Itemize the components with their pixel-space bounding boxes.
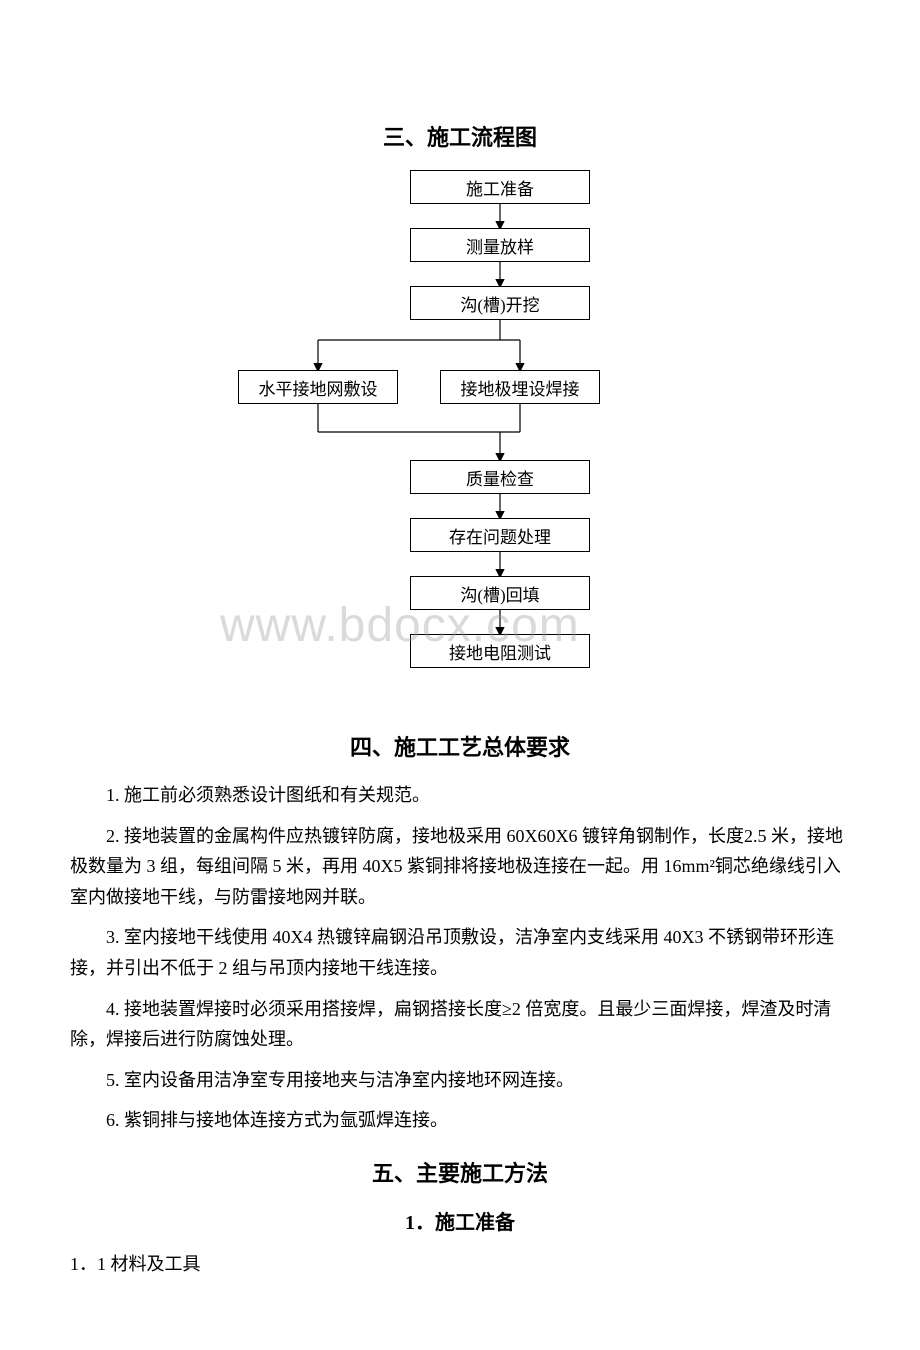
flow-node-prep: 施工准备 — [410, 170, 590, 204]
flow-node-electrode: 接地极埋设焊接 — [440, 370, 600, 404]
para-4-4: 4. 接地装置焊接时必须采用搭接焊，扁钢搭接长度≥2 倍宽度。且最少三面焊接，焊… — [70, 994, 850, 1055]
para-4-2: 2. 接地装置的金属构件应热镀锌防腐，接地极采用 60X60X6 镀锌角钢制作，… — [70, 821, 850, 913]
flow-node-hground: 水平接地网敷设 — [238, 370, 398, 404]
para-4-3: 3. 室内接地干线使用 40X4 热镀锌扁钢沿吊顶敷设，洁净室内支线采用 40X… — [70, 922, 850, 983]
para-4-6: 6. 紫铜排与接地体连接方式为氩弧焊连接。 — [70, 1105, 850, 1136]
flow-node-survey: 测量放样 — [410, 228, 590, 262]
section-4-heading: 四、施工工艺总体要求 — [70, 730, 850, 762]
para-4-1: 1. 施工前必须熟悉设计图纸和有关规范。 — [70, 780, 850, 811]
section-3-heading: 三、施工流程图 — [70, 120, 850, 152]
flow-node-trench: 沟(槽)开挖 — [410, 286, 590, 320]
para-4-5: 5. 室内设备用洁净室专用接地夹与洁净室内接地环网连接。 — [70, 1065, 850, 1096]
flow-node-issues: 存在问题处理 — [410, 518, 590, 552]
flow-node-backfill: 沟(槽)回填 — [410, 576, 590, 610]
section-5-1-heading: 1．施工准备 — [70, 1206, 850, 1235]
section-5-heading: 五、主要施工方法 — [70, 1156, 850, 1188]
para-5-1-1: 1．1 材料及工具 — [70, 1249, 850, 1280]
flow-node-resistance: 接地电阻测试 — [410, 634, 590, 668]
flowchart: 施工准备 测量放样 沟(槽)开挖 水平接地网敷设 接地极埋设焊接 质量检查 存在… — [210, 170, 710, 710]
flow-node-qc: 质量检查 — [410, 460, 590, 494]
